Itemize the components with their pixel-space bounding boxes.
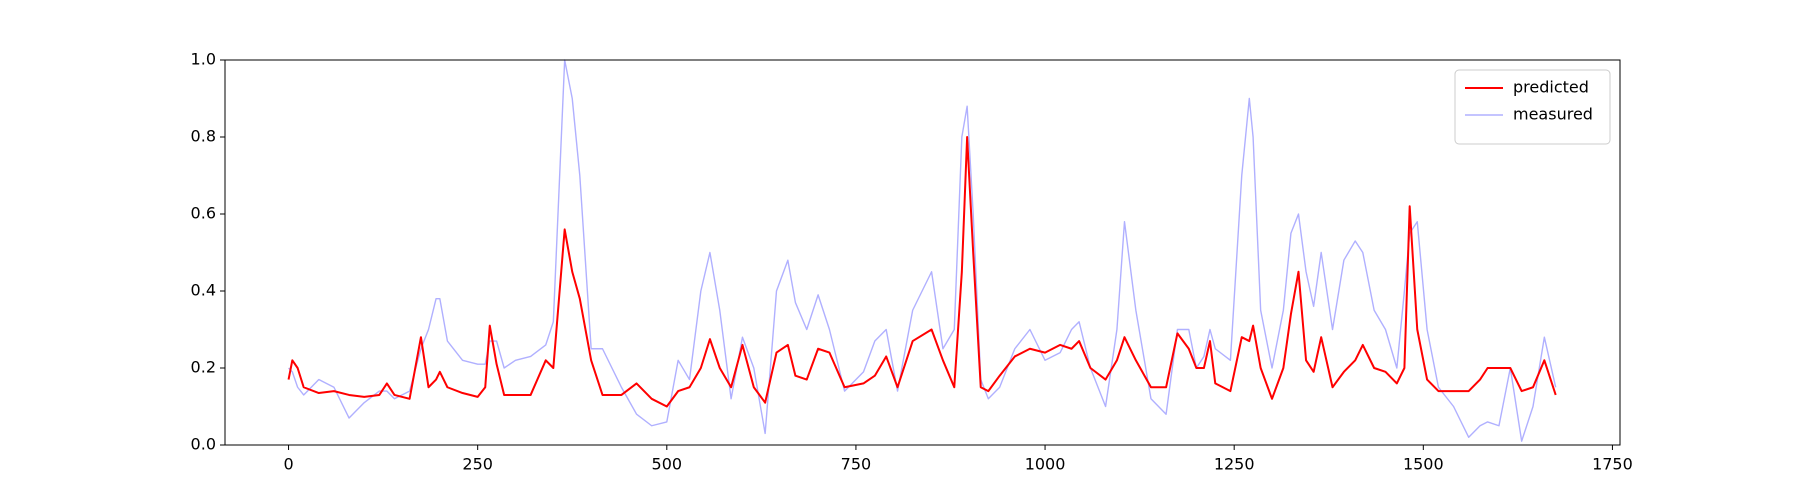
legend-label: predicted (1513, 78, 1589, 97)
y-tick-label: 0.0 (191, 435, 216, 454)
x-tick-label: 500 (652, 455, 683, 474)
y-tick-label: 0.4 (191, 281, 216, 300)
x-tick-label: 1500 (1403, 455, 1444, 474)
x-tick-label: 750 (841, 455, 872, 474)
x-tick-label: 1000 (1025, 455, 1066, 474)
y-tick-label: 0.8 (191, 127, 216, 146)
series-line (287, 136, 1557, 408)
series-line (288, 59, 1557, 442)
y-tick-label: 1.0 (191, 50, 216, 69)
y-tick-label: 0.6 (191, 204, 216, 223)
legend-label: measured (1513, 105, 1593, 124)
x-tick-label: 1250 (1214, 455, 1255, 474)
plot-frame (224, 59, 1621, 446)
x-tick-label: 1750 (1592, 455, 1633, 474)
x-tick-label: 250 (462, 455, 493, 474)
x-tick-label: 0 (283, 455, 293, 474)
y-tick-label: 0.2 (191, 358, 216, 377)
